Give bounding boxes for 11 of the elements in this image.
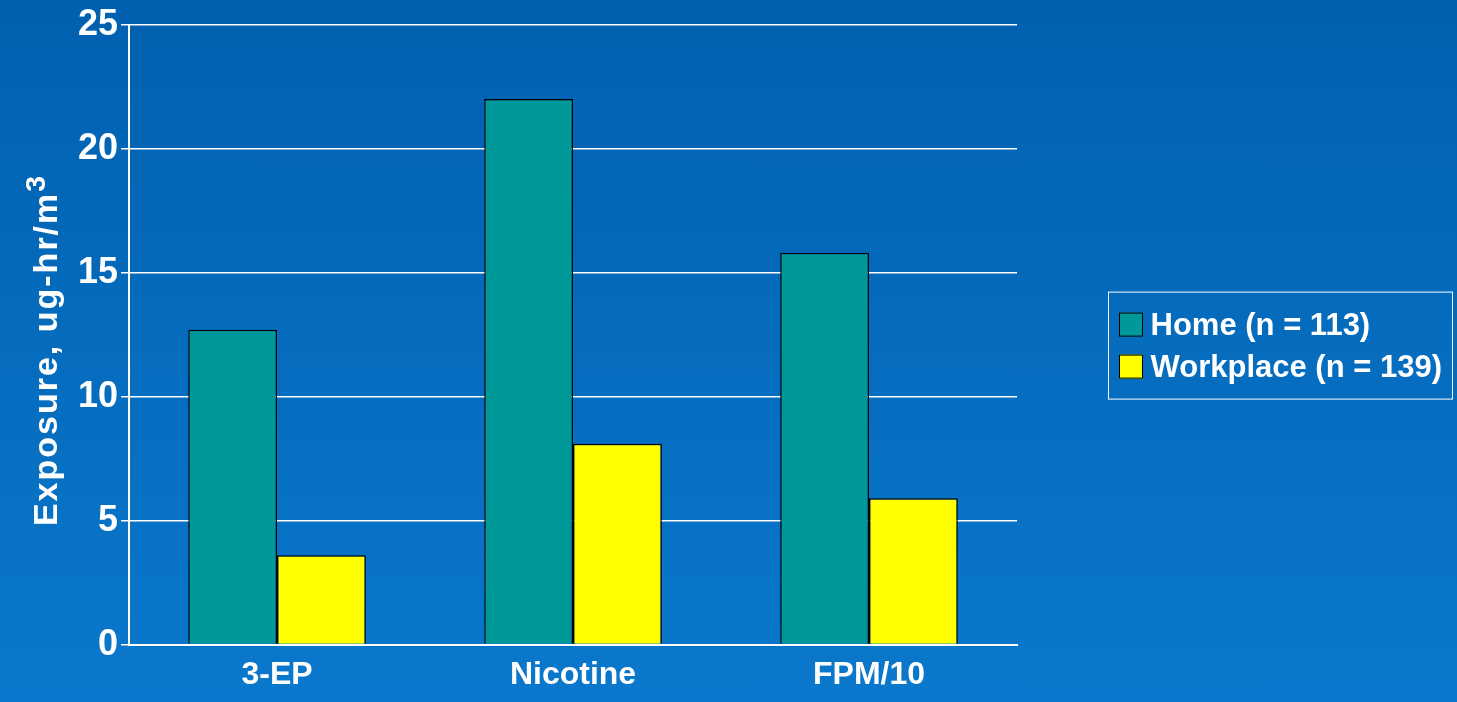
y-tick-label: 0 xyxy=(98,621,119,663)
y-tick-label: 15 xyxy=(78,249,119,291)
y-tick-label: 5 xyxy=(98,497,119,539)
text: Home (n = 113) xyxy=(1150,306,1371,343)
x-tick-label: Nicotine xyxy=(509,654,637,691)
x-tick-label: 3-EP xyxy=(241,654,313,691)
legend-label: Workplace (n = 139) xyxy=(1150,348,1442,385)
y-tick-label: 25 xyxy=(78,1,119,43)
x-tick-label: FPM/10 xyxy=(812,654,926,691)
y-tick-label: 10 xyxy=(78,373,119,415)
y-tick-label: 20 xyxy=(78,125,119,167)
